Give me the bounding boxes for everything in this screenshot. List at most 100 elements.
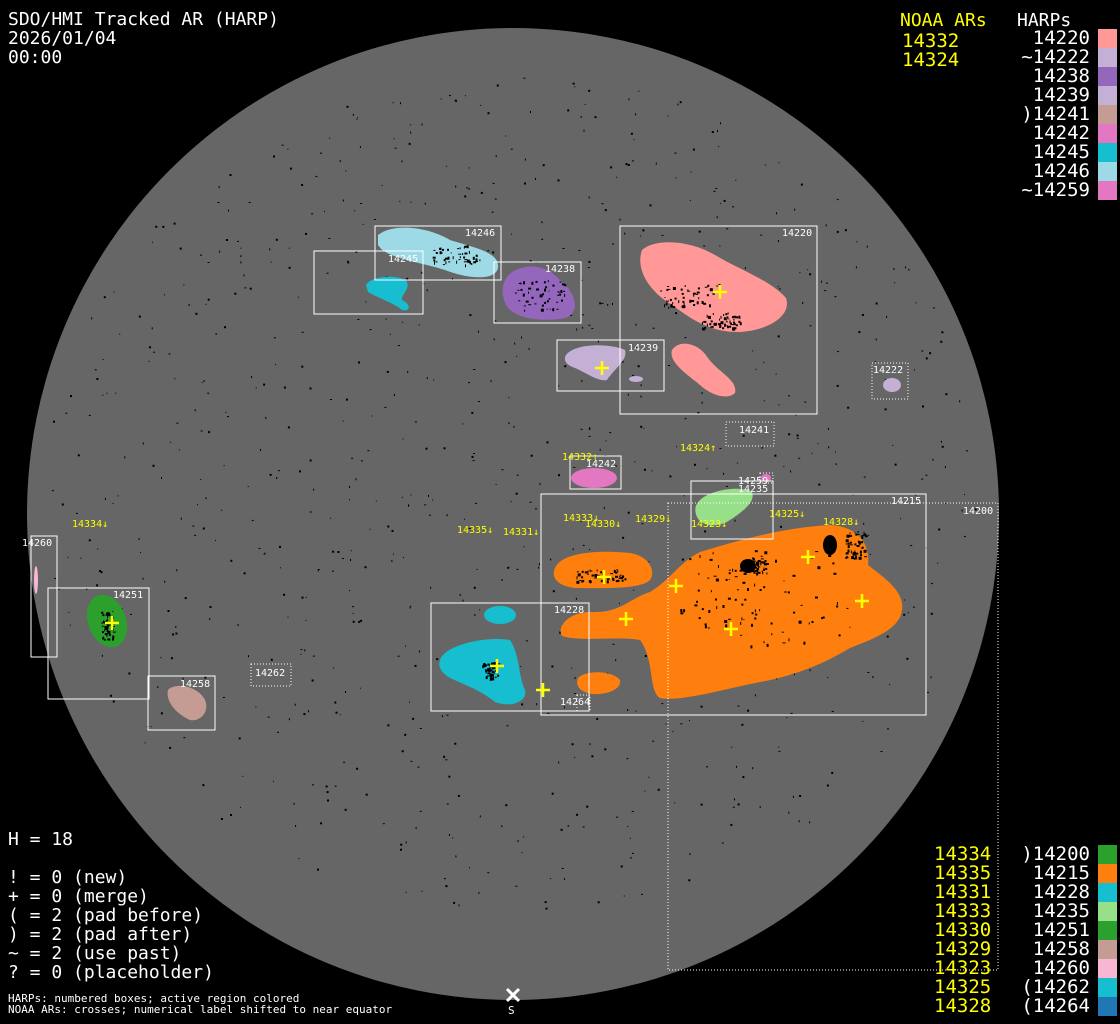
- harp-box-14239[interactable]: [556, 339, 665, 392]
- speckle: [215, 539, 216, 541]
- speckle: [220, 818, 223, 820]
- harp-box-14222[interactable]: [871, 362, 909, 400]
- noaa-legend-item: 14323: [934, 957, 992, 979]
- speckle: [175, 632, 178, 635]
- harp-label: 14262: [255, 668, 285, 679]
- sunspot-pixel: [754, 609, 756, 613]
- speckle: [631, 811, 634, 812]
- sunspot-pixel: [548, 298, 551, 300]
- harp-box-14246[interactable]: [374, 225, 502, 281]
- speckle: [588, 435, 591, 437]
- sunspot-pixel: [760, 561, 764, 564]
- speckle: [941, 445, 944, 448]
- speckle: [501, 825, 503, 828]
- harp-legend-row: 14258: [890, 940, 1120, 959]
- region-14245: [366, 276, 409, 311]
- harp-color-swatch: [1098, 940, 1117, 959]
- speckle: [341, 558, 344, 559]
- speckle: [627, 826, 629, 827]
- speckle: [683, 495, 685, 497]
- speckle: [688, 879, 691, 882]
- speckle: [69, 624, 71, 626]
- harp-box-14251[interactable]: [47, 587, 150, 700]
- speckle: [629, 857, 632, 859]
- sunspot-pixel: [698, 617, 701, 620]
- speckle: [238, 737, 241, 740]
- speckle: [493, 338, 495, 341]
- speckle: [197, 504, 198, 506]
- harp-box-14245[interactable]: [313, 250, 424, 315]
- speckle: [578, 250, 581, 251]
- harp-box-14262[interactable]: [250, 663, 292, 687]
- sunspot-pixel: [112, 638, 114, 641]
- speckle: [589, 427, 591, 429]
- speckle: [581, 279, 583, 281]
- sunspot-pixel: [584, 571, 588, 574]
- sunspot-pixel: [861, 535, 864, 539]
- sunspot-pixel: [615, 580, 619, 583]
- harp-box-14220[interactable]: [619, 225, 818, 415]
- harp-label: 14200: [963, 506, 993, 517]
- speckle: [115, 392, 117, 394]
- sunspot-pixel: [102, 622, 105, 624]
- harp-box-14258[interactable]: [147, 675, 216, 731]
- region-14258: [167, 685, 207, 721]
- harp-box-14242[interactable]: [569, 455, 622, 490]
- speckle: [571, 743, 574, 746]
- sunspot-pixel: [755, 613, 758, 616]
- noaa-legend-item: 14334: [934, 843, 992, 865]
- speckle: [574, 86, 576, 88]
- sunspot-pixel: [559, 281, 562, 283]
- sunspot-pixel: [742, 581, 746, 584]
- sunspot-pixel: [542, 293, 544, 296]
- speckle: [616, 816, 619, 818]
- sunspot-pixel: [847, 549, 850, 553]
- harp-box-14228[interactable]: [430, 602, 590, 712]
- sunspot-pixel: [112, 611, 114, 612]
- speckle: [309, 387, 312, 390]
- harp-box-14235[interactable]: [690, 480, 774, 540]
- harp-box-14260[interactable]: [30, 535, 58, 658]
- sunspot-pixel: [473, 261, 477, 264]
- harp-box-14200[interactable]: [667, 502, 999, 971]
- harp-box-14259[interactable]: [759, 472, 774, 484]
- speckle: [478, 891, 480, 894]
- speckle: [786, 717, 788, 719]
- speckle: [601, 302, 604, 304]
- speckle: [905, 266, 907, 269]
- harp-legend-label: 14246: [1021, 160, 1090, 182]
- speckle: [778, 404, 780, 406]
- speckle: [237, 624, 240, 626]
- speckle: [697, 412, 700, 414]
- speckle: [875, 302, 878, 305]
- speckle: [796, 434, 799, 437]
- speckle: [689, 720, 690, 722]
- speckle: [914, 369, 915, 371]
- speckle: [576, 813, 579, 816]
- sunspot-pixel: [618, 577, 622, 579]
- speckle: [404, 733, 407, 736]
- speckle: [248, 202, 251, 203]
- harp-color-swatch: [1098, 29, 1117, 48]
- harp-box-14241[interactable]: [725, 421, 775, 447]
- speckle: [944, 466, 946, 468]
- speckle: [290, 167, 292, 170]
- speckle: [508, 397, 510, 399]
- speckle: [446, 514, 448, 517]
- speckle: [908, 268, 910, 271]
- speckle: [452, 837, 454, 839]
- speckle: [603, 506, 605, 509]
- speckle: [178, 449, 180, 451]
- sunspot-pixel: [561, 283, 564, 286]
- speckle: [335, 711, 338, 714]
- harp-color-swatch: [1098, 48, 1117, 67]
- harp-box-14215[interactable]: [540, 493, 927, 716]
- speckle: [907, 612, 909, 614]
- noaa-label: 14325↓: [769, 509, 805, 520]
- speckle: [793, 673, 795, 676]
- speckle: [713, 190, 716, 192]
- sunspot-pixel: [861, 534, 865, 536]
- harp-box-14264[interactable]: [576, 694, 591, 712]
- harp-box-14238[interactable]: [493, 261, 582, 324]
- harp-legend-row: 14242: [890, 124, 1120, 143]
